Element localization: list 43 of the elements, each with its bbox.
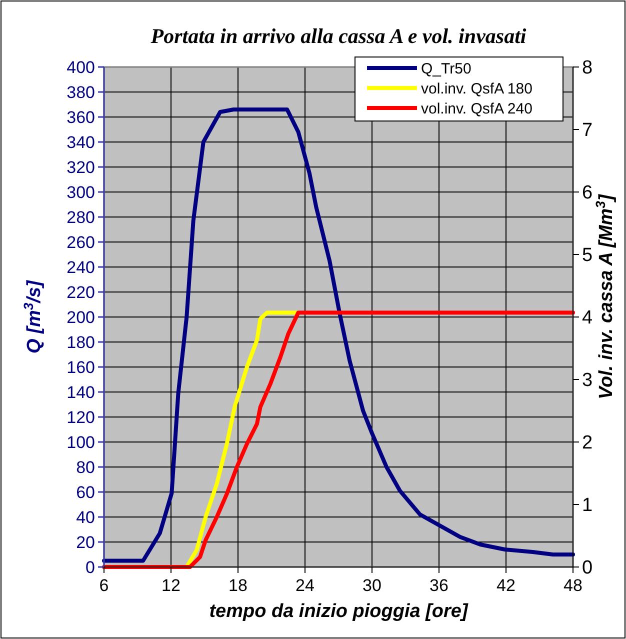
x-tick-label: 36 — [430, 576, 448, 595]
x-axis-title: tempo da inizio pioggia [ore] — [209, 601, 468, 622]
y2-tick-label: 3 — [582, 370, 593, 392]
y-tick-label: 40 — [76, 508, 95, 527]
legend-label: vol.inv. QsfA 180 — [421, 80, 532, 98]
chart-title: Portata in arrivo alla cassa A e vol. invasati — [150, 24, 526, 48]
y2-tick-label: 0 — [582, 558, 593, 579]
y-tick-label: 300 — [66, 182, 95, 202]
y-tick-label: 140 — [66, 382, 95, 402]
x-tick-label: 12 — [162, 576, 180, 595]
legend-label: vol.inv. QsfA 240 — [421, 100, 532, 118]
x-tick-label: 24 — [296, 576, 314, 595]
y-tick-label: 200 — [66, 308, 95, 327]
y-tick-label: 260 — [66, 232, 95, 252]
y2-tick-label: 2 — [582, 432, 593, 454]
y-tick-label: 400 — [66, 58, 95, 77]
y-tick-label: 180 — [66, 332, 95, 352]
y2-tick-label: 7 — [582, 120, 593, 142]
y-tick-label: 360 — [66, 108, 95, 127]
y2-tick-label: 4 — [582, 308, 593, 329]
x-tick-label: 18 — [228, 576, 248, 595]
y2-tick-label: 6 — [582, 182, 593, 204]
y-tick-label: 100 — [66, 432, 95, 452]
y-tick-label: 340 — [66, 132, 95, 152]
y-tick-label: 80 — [76, 458, 95, 477]
y-tick-label: 20 — [76, 532, 95, 552]
y-tick-label: 380 — [66, 82, 95, 102]
x-tick-label: 42 — [496, 576, 516, 595]
y-tick-label: 220 — [66, 282, 95, 302]
y-tick-label: 60 — [76, 482, 95, 502]
y-tick-label: 280 — [66, 208, 95, 227]
x-tick-label: 30 — [362, 576, 382, 595]
y-tick-label: 0 — [86, 558, 95, 577]
y2-tick-label: 1 — [582, 495, 593, 516]
x-tick-label: 6 — [99, 576, 109, 595]
y2-tick-label: 8 — [582, 58, 593, 79]
y2-tick-label: 5 — [582, 245, 593, 266]
y-tick-label: 160 — [66, 358, 95, 377]
x-tick-label: 48 — [564, 576, 582, 595]
y-tick-label: 120 — [66, 408, 95, 427]
y-tick-label: 320 — [66, 158, 95, 177]
legend-label: Q_Tr50 — [421, 60, 472, 78]
y-tick-label: 240 — [66, 258, 95, 277]
